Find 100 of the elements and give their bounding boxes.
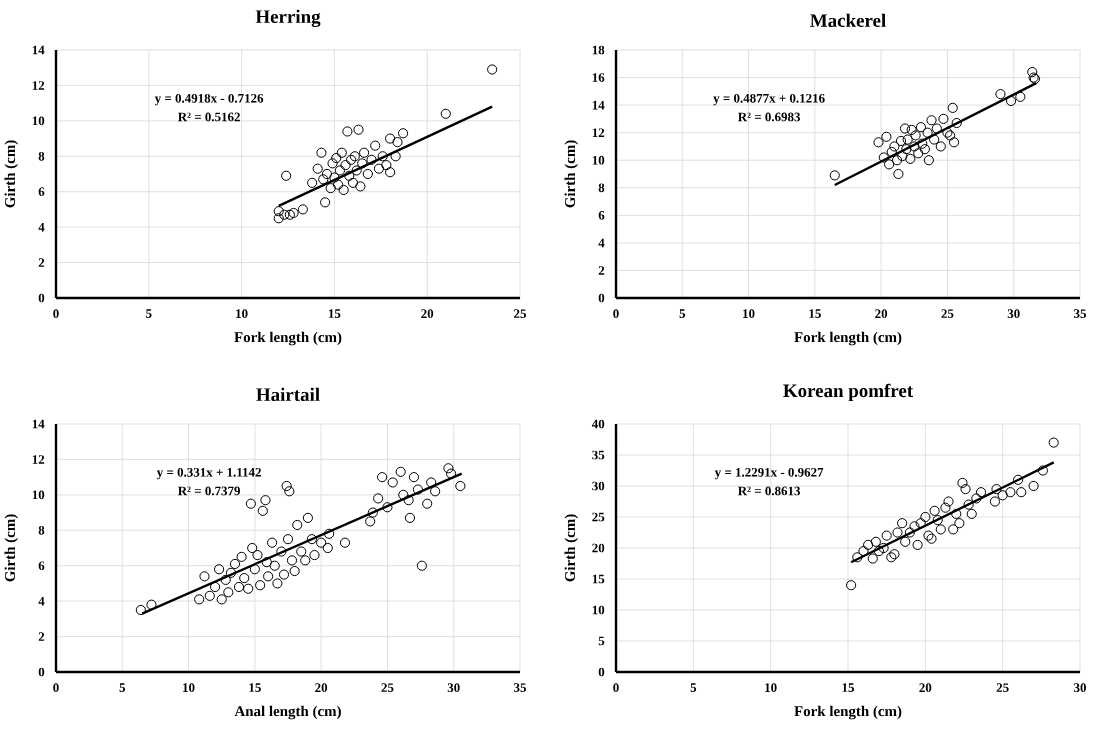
point (370, 140, 381, 151)
point (915, 518, 926, 529)
point (284, 209, 295, 220)
point (385, 167, 396, 178)
point (913, 148, 924, 159)
point (948, 137, 960, 148)
point (318, 174, 329, 185)
point (995, 89, 1006, 100)
point (895, 135, 907, 147)
chart-title: Hairtail (256, 387, 320, 402)
point (912, 539, 923, 550)
point (336, 147, 347, 158)
point (906, 124, 917, 135)
point (347, 177, 359, 188)
point (863, 539, 874, 550)
point (333, 179, 344, 190)
point (377, 151, 388, 162)
point (366, 154, 377, 165)
point (829, 170, 840, 181)
point (357, 158, 368, 169)
point (897, 518, 908, 529)
point (910, 130, 921, 141)
point (373, 163, 385, 174)
point (938, 113, 949, 124)
point (1027, 66, 1038, 78)
point (873, 137, 884, 148)
chart-title: Mackerel (810, 13, 886, 27)
point (312, 163, 323, 174)
point (390, 151, 401, 162)
point (351, 165, 362, 176)
point (878, 542, 889, 554)
point (353, 124, 364, 135)
point (997, 490, 1008, 501)
point (915, 122, 926, 133)
point (899, 123, 911, 134)
point (440, 108, 451, 119)
point (989, 496, 1001, 507)
point (904, 527, 915, 538)
point (297, 204, 308, 215)
point (858, 546, 869, 557)
point (1037, 465, 1048, 476)
point (362, 168, 373, 180)
point (920, 511, 931, 523)
point (929, 505, 940, 516)
point (889, 141, 900, 152)
point (893, 168, 904, 180)
point (923, 155, 934, 166)
point (846, 580, 857, 591)
point (316, 147, 327, 158)
point (329, 172, 340, 183)
point (901, 144, 912, 155)
point (971, 493, 982, 504)
point (892, 527, 903, 538)
point (891, 155, 903, 166)
point (902, 134, 913, 145)
point (487, 64, 498, 75)
point (327, 158, 338, 169)
point (397, 128, 409, 139)
point (935, 524, 946, 535)
point (385, 133, 396, 144)
point (344, 170, 355, 181)
point (307, 177, 318, 188)
point (931, 123, 942, 134)
point (1015, 91, 1026, 102)
point (957, 477, 968, 488)
point (991, 484, 1002, 495)
point (325, 183, 336, 194)
chart-title: Korean pomfret (783, 383, 914, 402)
point (917, 138, 928, 149)
point (919, 144, 930, 155)
point (340, 160, 351, 171)
point (963, 499, 974, 510)
point (909, 521, 920, 532)
point (905, 153, 916, 164)
point (331, 152, 342, 164)
point (960, 484, 971, 495)
point (288, 207, 299, 219)
point (900, 536, 911, 547)
point (926, 115, 937, 126)
point (1048, 437, 1059, 448)
point (873, 546, 885, 557)
point (279, 209, 290, 220)
chart-title: Herring (255, 9, 321, 28)
point (1005, 95, 1017, 107)
point (1016, 487, 1027, 498)
point (966, 508, 977, 519)
point (922, 127, 933, 138)
point (929, 134, 940, 145)
point (334, 165, 346, 176)
point (355, 181, 366, 192)
point (342, 126, 353, 137)
point (948, 524, 959, 535)
point (870, 536, 881, 547)
point (321, 168, 333, 180)
point (909, 141, 920, 152)
point (935, 141, 946, 152)
point (943, 496, 954, 507)
point (1028, 480, 1039, 492)
point (940, 502, 951, 513)
point (881, 530, 892, 541)
